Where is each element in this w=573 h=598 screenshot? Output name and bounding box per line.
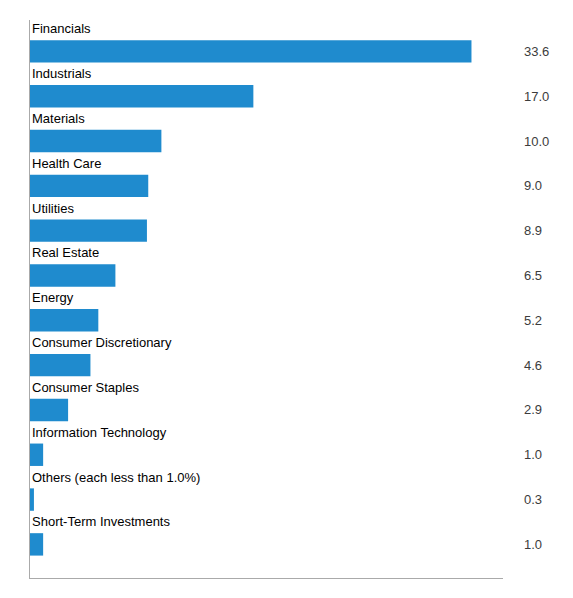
svg-text:Consumer Discretionary: Consumer Discretionary [32,335,172,350]
svg-text:1.0: 1.0 [524,537,542,552]
svg-text:4.6: 4.6 [524,358,542,373]
svg-text:10.0: 10.0 [524,134,549,149]
svg-text:Others (each less than 1.0%): Others (each less than 1.0%) [32,470,200,485]
svg-text:Industrials: Industrials [32,66,92,81]
svg-text:Consumer Staples: Consumer Staples [32,380,139,395]
svg-text:5.2: 5.2 [524,313,542,328]
svg-text:Financials: Financials [32,21,91,36]
svg-text:Utilities: Utilities [32,201,74,216]
svg-text:9.0: 9.0 [524,178,542,193]
svg-text:Materials: Materials [32,111,85,126]
svg-text:17.0: 17.0 [524,89,549,104]
svg-text:Energy: Energy [32,290,74,305]
svg-text:0.3: 0.3 [524,492,542,507]
svg-text:2.9: 2.9 [524,402,542,417]
svg-text:33.6: 33.6 [524,44,549,59]
svg-text:6.5: 6.5 [524,268,542,283]
svg-text:1.0: 1.0 [524,447,542,462]
svg-text:Short-Term Investments: Short-Term Investments [32,514,170,529]
svg-text:Information Technology: Information Technology [32,425,167,440]
svg-text:8.9: 8.9 [524,223,542,238]
svg-text:Real Estate: Real Estate [32,245,99,260]
svg-text:Health Care: Health Care [32,156,101,171]
